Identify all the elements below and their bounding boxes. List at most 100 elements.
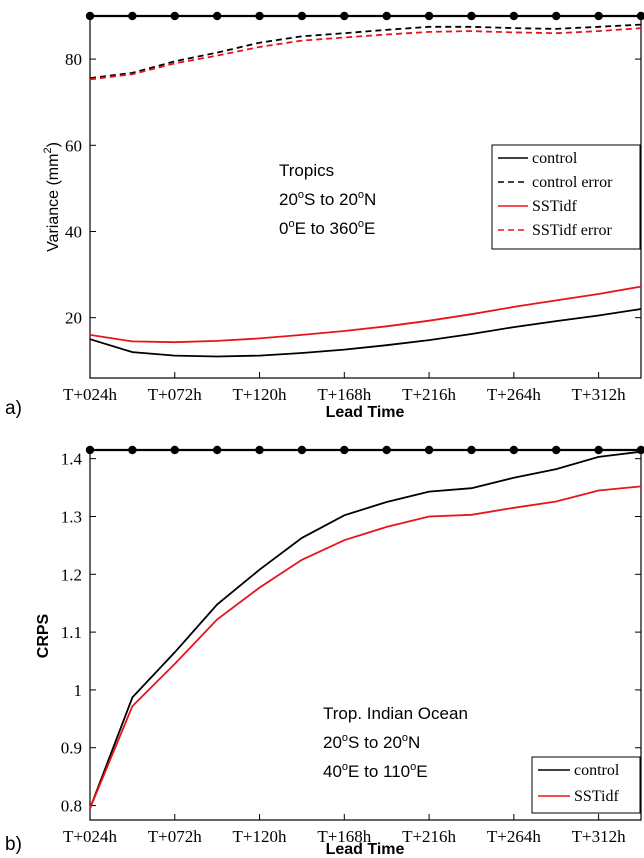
significance-dot bbox=[636, 11, 644, 21]
x-tick-label: T+072h bbox=[148, 827, 202, 846]
significance-dot bbox=[509, 445, 519, 455]
y-tick-label: 0.9 bbox=[61, 739, 82, 758]
y-label-end: ) bbox=[45, 142, 62, 147]
y-tick-label: 1.1 bbox=[61, 623, 82, 642]
significance-markers bbox=[85, 11, 644, 21]
y-tick-label: 0.8 bbox=[61, 797, 82, 816]
y-tick-label: 1.4 bbox=[61, 450, 83, 469]
significance-dot bbox=[509, 11, 519, 21]
x-axis-label: Lead Time bbox=[326, 841, 405, 858]
lat-mid: S to 20 bbox=[348, 733, 402, 752]
x-tick-label: T+216h bbox=[402, 385, 456, 404]
legend-box bbox=[491, 144, 641, 250]
x-tick-label: T+264h bbox=[487, 827, 541, 846]
significance-dot bbox=[212, 11, 222, 21]
region-annotation: Tropics 20oS to 20oN 0oE to 360oE bbox=[279, 161, 376, 238]
significance-dot bbox=[297, 445, 307, 455]
deg-4: o bbox=[410, 761, 416, 773]
x-tick-label: T+120h bbox=[233, 827, 287, 846]
significance-dot bbox=[552, 445, 561, 455]
significance-dot bbox=[255, 445, 264, 455]
legend-label-control: control bbox=[532, 150, 578, 167]
panel-label: a) bbox=[5, 398, 22, 419]
y-axis-label: Variance (mm2) bbox=[42, 142, 62, 252]
y-ticks: 20 40 60 80 bbox=[65, 50, 641, 328]
lat-1: 20 bbox=[279, 190, 298, 209]
series-lines bbox=[89, 450, 642, 809]
significance-dot bbox=[128, 445, 137, 455]
series-line-sstidf-error bbox=[89, 27, 642, 81]
significance-dot bbox=[85, 11, 95, 21]
significance-dot bbox=[297, 11, 307, 21]
y-tick-label: 1.2 bbox=[61, 565, 82, 584]
significance-dot bbox=[340, 445, 349, 455]
lon-1: 0 bbox=[279, 219, 288, 238]
deg-3: o bbox=[342, 761, 348, 773]
significance-dot bbox=[594, 445, 603, 455]
series-lines bbox=[89, 23, 642, 358]
x-tick-label: T+072h bbox=[148, 385, 202, 404]
lat-mid: S to 20 bbox=[304, 190, 358, 209]
x-axis-label: Lead Time bbox=[326, 404, 405, 421]
y-tick-label: 40 bbox=[65, 222, 82, 241]
lon-mid: E to 110 bbox=[348, 762, 410, 781]
x-tick-label: T+312h bbox=[572, 827, 626, 846]
x-tick-label: T+120h bbox=[233, 385, 287, 404]
legend-label-control: control bbox=[574, 762, 620, 779]
lat-end: N bbox=[364, 190, 376, 209]
y-tick-label: 1.3 bbox=[61, 507, 82, 526]
series-line-control bbox=[89, 450, 642, 809]
series-line-control-error bbox=[89, 23, 642, 79]
significance-dot bbox=[212, 445, 222, 455]
panel-b: 0.80.911.11.21.31.4 T+024h T+072h T+120h T+… bbox=[5, 445, 644, 858]
deg-2: o bbox=[402, 732, 408, 744]
series-line-control bbox=[89, 308, 642, 358]
significance-dot bbox=[382, 445, 391, 455]
y-axis-label: CRPS bbox=[35, 613, 52, 658]
region-longitude: 40oE to 110oE bbox=[323, 761, 428, 781]
significance-dot bbox=[594, 11, 603, 21]
significance-dot bbox=[552, 11, 561, 21]
region-longitude: 0oE to 360oE bbox=[279, 218, 375, 238]
y-tick-label: 80 bbox=[65, 50, 82, 69]
deg-3: o bbox=[288, 218, 294, 230]
legend-box bbox=[531, 756, 641, 814]
y-tick-label: 20 bbox=[65, 309, 82, 328]
significance-dot bbox=[467, 445, 476, 455]
series-line-sstidf bbox=[89, 485, 642, 809]
x-ticks: T+024h T+072h T+120h T+168h T+216h T+264h T+31… bbox=[63, 372, 626, 404]
region-latitude: 20oS to 20oN bbox=[279, 189, 376, 209]
deg-1: o bbox=[298, 189, 304, 201]
significance-dot bbox=[170, 445, 179, 455]
significance-dot bbox=[170, 11, 179, 21]
y-tick-label: 1 bbox=[74, 681, 83, 700]
legend: control control error SSTidf SSTidf erro… bbox=[491, 144, 641, 250]
significance-dot bbox=[467, 11, 476, 21]
significance-dot bbox=[128, 11, 137, 21]
deg-4: o bbox=[358, 218, 364, 230]
significance-dot bbox=[255, 11, 264, 21]
x-tick-label: T+264h bbox=[487, 385, 541, 404]
x-tick-label: T+216h bbox=[402, 827, 456, 846]
legend-label-sstidf: SSTidf bbox=[532, 198, 577, 215]
y-label-main: Variance (mm bbox=[45, 154, 62, 252]
significance-markers bbox=[85, 445, 644, 455]
significance-dot bbox=[424, 445, 434, 455]
lon-mid: E to 360 bbox=[295, 219, 358, 238]
significance-dot bbox=[424, 11, 434, 21]
lon-1: 40 bbox=[323, 762, 342, 781]
region-annotation: Trop. Indian Ocean 20oS to 20oN 40oE to … bbox=[323, 704, 468, 781]
region-name: Trop. Indian Ocean bbox=[323, 704, 468, 723]
x-tick-label: T+168h bbox=[317, 827, 371, 846]
region-name: Tropics bbox=[279, 161, 334, 180]
x-tick-label: T+024h bbox=[63, 385, 117, 404]
significance-dot bbox=[636, 445, 644, 455]
y-tick-label: 60 bbox=[65, 136, 82, 155]
deg-1: o bbox=[342, 732, 348, 744]
deg-2: o bbox=[358, 189, 364, 201]
significance-dot bbox=[340, 11, 349, 21]
y-label-sup: 2 bbox=[42, 147, 54, 153]
legend: control SSTidf bbox=[531, 756, 641, 814]
